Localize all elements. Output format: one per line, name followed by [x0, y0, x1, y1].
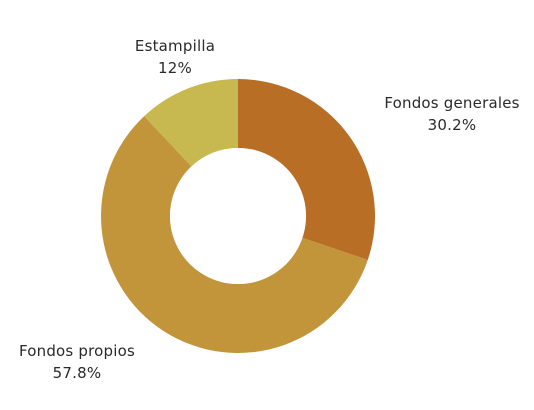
slice-label-estampilla-name: Estampilla — [134, 37, 216, 55]
slice-label-fondos-propios-value: 57.8% — [52, 364, 102, 382]
slice-label-fondos-generales-name: Fondos generales — [384, 94, 520, 112]
donut-slice-fondos-propios — [101, 116, 368, 354]
donut-slice-fondos-generales — [238, 79, 376, 260]
slice-label-fondos-propios-name: Fondos propios — [18, 342, 136, 360]
slice-label-fondos-generales: Fondos generales 30.2% — [368, 92, 534, 136]
donut-hole — [170, 148, 306, 284]
donut-slices — [101, 79, 376, 354]
slice-label-estampilla: Estampilla 12% — [120, 35, 230, 79]
slice-label-fondos-propios: Fondos propios 57.8% — [2, 340, 152, 384]
slice-label-estampilla-value: 12% — [158, 59, 192, 77]
donut-slice-estampilla — [144, 79, 238, 167]
slice-label-fondos-generales-value: 30.2% — [427, 116, 477, 134]
